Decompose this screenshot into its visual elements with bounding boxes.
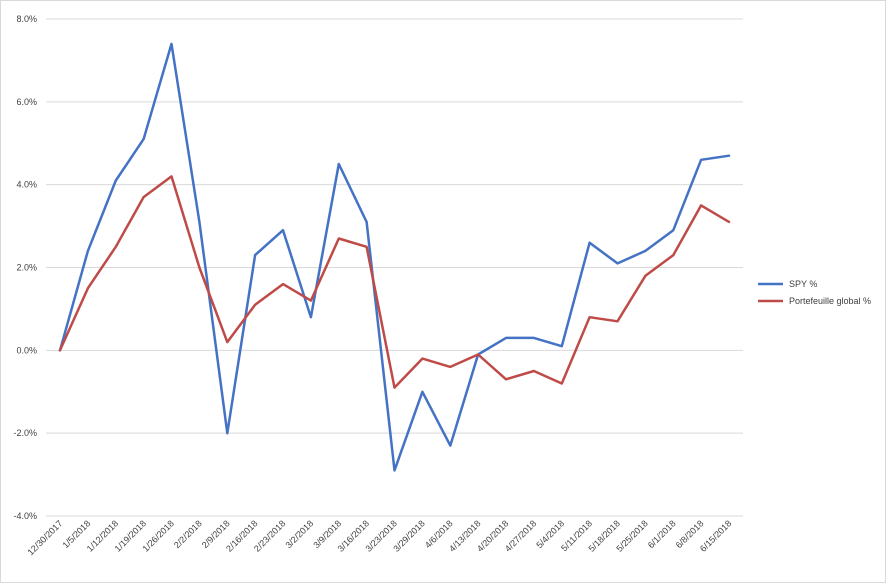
legend-label: SPY % bbox=[789, 279, 817, 289]
x-tick-label: 2/2/2018 bbox=[172, 518, 204, 550]
y-tick-label: 8.0% bbox=[16, 14, 37, 24]
y-tick-label: 2.0% bbox=[16, 263, 37, 273]
x-tick-label: 12/30/2017 bbox=[25, 518, 64, 557]
x-axis-ticks: 12/30/20171/5/20181/12/20181/19/20181/26… bbox=[25, 518, 733, 557]
legend-label: Portefeuille global % bbox=[789, 296, 871, 306]
y-tick-label: -2.0% bbox=[13, 428, 37, 438]
y-tick-label: 6.0% bbox=[16, 97, 37, 107]
y-tick-label: 0.0% bbox=[16, 345, 37, 355]
y-tick-label: 4.0% bbox=[16, 180, 37, 190]
series-line-1 bbox=[58, 42, 731, 472]
gridlines bbox=[46, 18, 743, 517]
y-tick-label: -4.0% bbox=[13, 511, 37, 521]
series-lines bbox=[58, 42, 731, 472]
legend: SPY % Portefeuille global % bbox=[758, 279, 871, 306]
series-line-2 bbox=[58, 175, 731, 389]
x-tick-label: 3/2/2018 bbox=[283, 518, 315, 550]
y-axis-ticks: 8.0% 6.0% 4.0% 2.0% 0.0% -2.0% -4.0% bbox=[13, 14, 37, 521]
x-tick-label: 6/1/2018 bbox=[646, 518, 678, 550]
